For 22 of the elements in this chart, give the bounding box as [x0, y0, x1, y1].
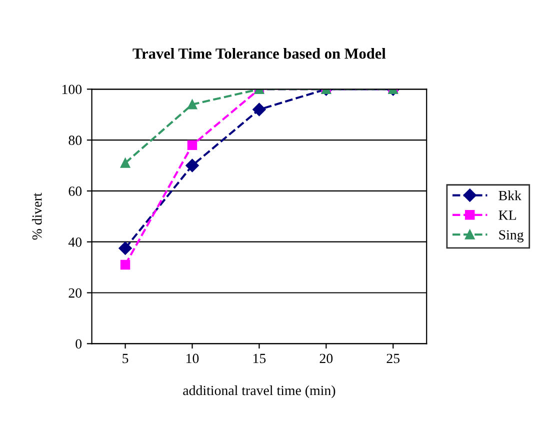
y-tick-label: 0 — [76, 339, 82, 349]
y-tick-label: 20 — [68, 288, 82, 298]
point — [118, 242, 132, 255]
x-tick-label: 25 — [386, 354, 400, 364]
x-tick-label: 5 — [122, 354, 128, 364]
point — [120, 260, 130, 270]
y-tick-label: 60 — [68, 186, 82, 196]
point — [186, 158, 199, 172]
x-tick-label: 15 — [253, 354, 266, 364]
y-axis-title: % divert — [32, 192, 42, 240]
chart-title: Travel Time Tolerance based on Model — [132, 48, 386, 59]
legend-label: KL — [498, 210, 516, 220]
x-axis-title: additional travel time (min) — [183, 385, 336, 398]
x-tick-label: 10 — [186, 354, 199, 364]
y-tick-label: 80 — [68, 136, 82, 146]
x-tick-label: 20 — [320, 354, 333, 364]
point — [187, 140, 198, 150]
legend-label: Sing — [499, 230, 524, 242]
y-tick-label: 100 — [62, 84, 82, 94]
point — [120, 158, 130, 168]
y-tick-label: 40 — [68, 237, 82, 247]
legend-label: Bkk — [498, 190, 522, 200]
